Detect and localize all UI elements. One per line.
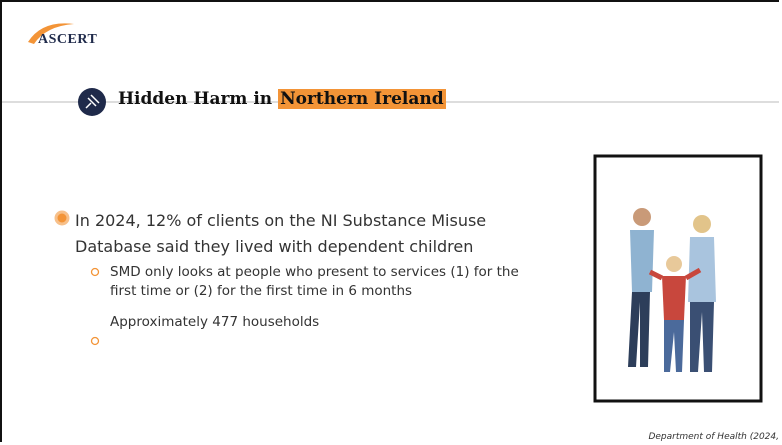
citation: Department of Health (2024, xyxy=(648,432,779,442)
bullet-text: In 2024, 12% of clients on the NI Substa… xyxy=(75,208,565,260)
bullet xyxy=(56,212,68,224)
logo: ASCERT xyxy=(38,32,97,48)
slide: ASCERT Hidden Harm in Northern Ireland I… xyxy=(0,0,779,442)
page: ASCERT Hidden Harm in Northern Ireland I… xyxy=(0,0,782,445)
title-text: Hidden Harm in xyxy=(118,89,278,109)
title-highlight: Northern Ireland xyxy=(278,89,446,109)
sub-bullet-text: SMD only looks at people who present to … xyxy=(110,263,530,301)
sub-bullets: SMD only looks at people who present to … xyxy=(110,263,530,344)
sub-bullet-text: Approximately 477 households xyxy=(110,313,530,332)
title: Hidden Harm in Northern Ireland xyxy=(118,89,446,117)
sub-bullet xyxy=(92,338,99,345)
sub-bullet xyxy=(92,269,99,276)
